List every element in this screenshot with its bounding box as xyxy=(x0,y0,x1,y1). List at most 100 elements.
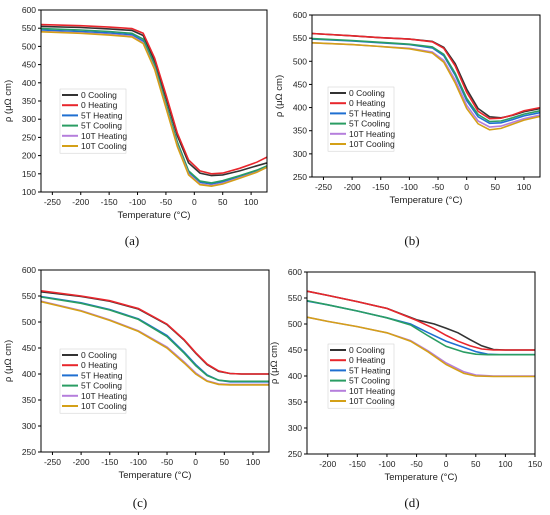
x-tick-label: -100 xyxy=(130,457,147,467)
legend-box xyxy=(327,343,395,409)
y-tick-label: 450 xyxy=(22,343,36,353)
x-tick-label: -100 xyxy=(401,182,418,192)
y-tick-label: 600 xyxy=(22,265,36,275)
legend-entry: 10T Heating xyxy=(81,131,127,141)
plot-frame xyxy=(40,269,270,453)
x-tick-label: 100 xyxy=(517,182,531,192)
x-tick-label: 50 xyxy=(491,182,501,192)
y-tick-label: 250 xyxy=(293,172,307,182)
panel-label: (d) xyxy=(404,495,419,510)
plot-frame xyxy=(311,14,541,178)
series-line-0-cooling xyxy=(307,290,535,351)
legend-entry: 0 Cooling xyxy=(81,90,117,100)
x-tick-label: 150 xyxy=(528,459,542,469)
y-tick-label: 250 xyxy=(288,449,302,459)
y-tick-label: 450 xyxy=(288,345,302,355)
panel-label: (a) xyxy=(125,233,139,248)
x-tick-label: 0 xyxy=(464,182,469,192)
legend-entry: 0 Cooling xyxy=(81,350,117,360)
x-tick-label: -250 xyxy=(44,197,61,207)
legend-entry: 10T Cooling xyxy=(81,401,127,411)
x-tick-label: -50 xyxy=(161,457,174,467)
legend-entry: 5T Heating xyxy=(81,110,123,120)
legend-entry: 10T Heating xyxy=(349,129,395,139)
legend-box xyxy=(59,88,127,154)
y-axis-label: ρ (μΩ cm) xyxy=(3,80,14,122)
x-axis-label: Temperature (°C) xyxy=(118,210,191,221)
y-tick-label: 600 xyxy=(293,10,307,20)
y-tick-label: 550 xyxy=(22,291,36,301)
y-tick-label: 600 xyxy=(288,267,302,277)
y-tick-label: 350 xyxy=(288,397,302,407)
y-tick-label: 350 xyxy=(22,395,36,405)
x-tick-label: -150 xyxy=(372,182,389,192)
x-tick-label: -250 xyxy=(315,182,332,192)
legend-entry: 0 Heating xyxy=(349,98,386,108)
x-tick-label: -250 xyxy=(44,457,61,467)
legend-entry: 5T Cooling xyxy=(81,121,122,131)
x-tick-label: 0 xyxy=(192,197,197,207)
y-tick-label: 300 xyxy=(293,149,307,159)
y-tick-label: 100 xyxy=(22,187,36,197)
series-line-10t-cooling xyxy=(307,316,535,378)
legend-entry: 0 Heating xyxy=(349,355,386,365)
x-axis-label: Temperature (°C) xyxy=(119,470,192,481)
y-axis-label: ρ (μΩ cm) xyxy=(274,75,285,117)
y-tick-label: 500 xyxy=(288,319,302,329)
panel-label: (b) xyxy=(404,233,419,248)
series-line-5t-cooling xyxy=(41,27,267,184)
y-tick-label: 500 xyxy=(22,41,36,51)
chart-panel-4: -200 -150 -100 -50 0 50 100 150 250 300 350 400 450 5… xyxy=(269,267,542,510)
series-line-0-heating xyxy=(41,23,267,175)
series-line-5t-cooling xyxy=(41,296,269,383)
y-tick-label: 450 xyxy=(22,60,36,70)
chart-panel-3: -250 -200 -150 -100 -50 0 50 100 250 300 350 400 450… xyxy=(3,265,270,510)
y-tick-label: 550 xyxy=(288,293,302,303)
y-tick-label: 300 xyxy=(288,423,302,433)
series-line-5t-cooling xyxy=(312,37,540,123)
series-line-5t-cooling xyxy=(307,299,535,356)
x-tick-label: 50 xyxy=(218,197,228,207)
x-tick-label: 50 xyxy=(471,459,481,469)
y-tick-label: 400 xyxy=(288,371,302,381)
y-tick-label: 400 xyxy=(22,78,36,88)
series-line-0-heating xyxy=(41,290,269,375)
x-tick-label: -200 xyxy=(73,457,90,467)
legend-entry: 10T Heating xyxy=(81,391,127,401)
x-tick-label: -200 xyxy=(344,182,361,192)
chart-panel-2: -250 -200 -150 -100 -50 0 50 100 250 300 350 400 450… xyxy=(274,10,541,248)
x-tick-label: 0 xyxy=(444,459,449,469)
series-line-10t-cooling xyxy=(41,300,269,386)
x-tick-label: 100 xyxy=(498,459,512,469)
series-line-0-heating xyxy=(312,32,540,120)
x-tick-label: 50 xyxy=(220,457,230,467)
x-tick-label: -200 xyxy=(72,197,89,207)
chart-panel-1: -250 -200 -150 -100 -50 0 50 100 100 150 200 250 300… xyxy=(3,5,268,248)
y-tick-label: 400 xyxy=(22,369,36,379)
legend-entry: 0 Heating xyxy=(81,100,118,110)
y-tick-label: 150 xyxy=(22,169,36,179)
legend-entry: 0 Heating xyxy=(81,360,118,370)
x-tick-label: -50 xyxy=(410,459,423,469)
legend-entry: 10T Cooling xyxy=(349,139,395,149)
x-axis-label: Temperature (°C) xyxy=(390,195,463,206)
legend-box xyxy=(59,348,127,414)
series-line-0-cooling xyxy=(41,25,267,177)
y-tick-label: 550 xyxy=(22,23,36,33)
x-tick-label: -100 xyxy=(378,459,395,469)
y-tick-label: 600 xyxy=(22,5,36,15)
series-line-10t-cooling xyxy=(312,42,540,131)
legend-box xyxy=(327,86,395,152)
y-tick-label: 350 xyxy=(22,96,36,106)
legend-entry: 10T Cooling xyxy=(349,396,395,406)
y-tick-label: 300 xyxy=(22,114,36,124)
y-tick-label: 250 xyxy=(22,447,36,457)
legend-entry: 10T Heating xyxy=(349,386,395,396)
y-tick-label: 250 xyxy=(22,132,36,142)
x-tick-label: 0 xyxy=(193,457,198,467)
